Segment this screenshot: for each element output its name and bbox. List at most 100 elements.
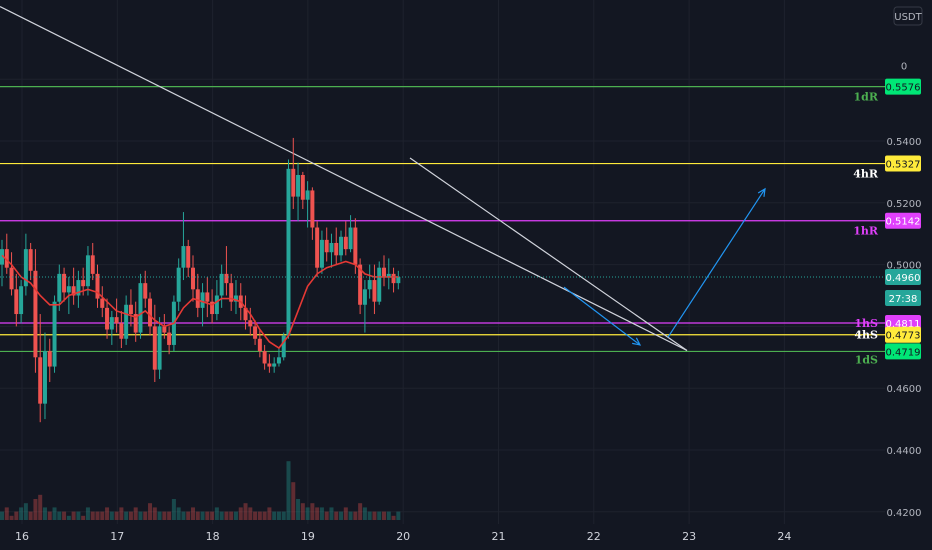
volume-bar — [42, 507, 47, 520]
candle-body — [343, 236, 348, 250]
candle-body — [9, 267, 14, 290]
volume-bar — [176, 507, 181, 520]
candle-body — [286, 168, 291, 336]
volume-bar — [248, 507, 253, 520]
x-tick-label: 22 — [587, 530, 601, 543]
volume-bar — [319, 507, 324, 520]
candle-body — [81, 280, 86, 287]
volume-bar — [219, 511, 224, 520]
candle-body — [367, 280, 372, 290]
volume-bar — [238, 507, 243, 520]
candle-body — [23, 249, 28, 287]
volume-bar — [9, 515, 14, 520]
candle-body — [119, 323, 124, 339]
volume-bar — [105, 507, 110, 520]
volume-bar — [334, 511, 339, 520]
price-badge-1hS-text: 0.4811 — [886, 319, 921, 330]
volume-bar — [114, 511, 119, 520]
volume-bar — [377, 511, 382, 520]
volume-bar — [329, 507, 334, 520]
volume-bar — [200, 511, 205, 520]
candle-body — [233, 295, 238, 302]
candle-body — [100, 298, 105, 308]
currency-label[interactable]: USDT — [893, 6, 923, 26]
volume-bar — [367, 511, 372, 520]
countdown-badge — [885, 289, 921, 306]
volume-bars — [0, 461, 401, 520]
volume-bar — [47, 511, 52, 520]
volume-bar — [52, 507, 57, 520]
level-lines[interactable] — [0, 86, 885, 353]
projection-arrows[interactable] — [563, 187, 766, 346]
volume-bar — [167, 511, 172, 520]
candle-body — [33, 270, 38, 358]
arrow-up[interactable] — [667, 188, 766, 338]
price-badge-4hR-text: 0.5327 — [886, 160, 921, 171]
volume-bar — [291, 482, 296, 520]
volume-bar — [124, 511, 129, 520]
last-price-badge-text: 0.4960 — [886, 273, 921, 284]
zone-label-1dS: 1dS — [855, 353, 878, 366]
price-axis[interactable]: 0 0.4200 0.4400 0.4600 0.5000 0.5200 0.5400 — [887, 61, 922, 519]
volume-bar — [296, 499, 301, 520]
candle-body — [281, 335, 286, 358]
zone-label-1dR: 1dR — [854, 91, 879, 104]
price-badge-4hS — [885, 326, 921, 343]
candle-body — [391, 273, 396, 284]
time-axis[interactable]: 16 17 18 19 20 21 22 23 24 — [15, 530, 791, 543]
price-badge-1dS — [885, 343, 921, 360]
volume-bar — [315, 507, 320, 520]
zone-label-4hS: 4hS — [854, 329, 878, 342]
price-badge-1dR-text: 0.5576 — [886, 83, 921, 94]
volume-bar — [372, 511, 377, 520]
ema-line — [1, 254, 399, 350]
volume-bar — [119, 507, 124, 520]
candle-body — [42, 351, 47, 404]
candle-body — [386, 273, 391, 277]
arrow-down[interactable] — [563, 286, 641, 346]
candle-body — [191, 267, 195, 290]
grid — [0, 0, 885, 524]
y-tick-label: 0.4400 — [887, 446, 922, 457]
candle-body — [315, 227, 320, 268]
volume-bar — [152, 507, 157, 520]
candle-body — [276, 357, 281, 364]
candle-body — [348, 227, 353, 250]
volume-bar — [391, 515, 396, 520]
candle-body — [334, 242, 339, 256]
candle-body — [152, 326, 157, 370]
volume-bar — [243, 503, 248, 520]
volume-bar — [138, 511, 143, 520]
candle-body — [90, 255, 95, 274]
candle-body — [329, 242, 334, 253]
candle-body — [210, 301, 215, 315]
candle-body — [300, 174, 305, 200]
volume-bar — [38, 494, 43, 520]
y-tick-label: 0.4200 — [887, 508, 922, 519]
candle-body — [114, 317, 119, 324]
countdown-badge-text: 27:38 — [889, 294, 918, 305]
volume-bar — [281, 511, 286, 520]
candle-body — [19, 286, 24, 315]
arrow-up-head — [757, 187, 766, 197]
price-badge-1hR-text: 0.5142 — [886, 217, 921, 228]
candle-body — [76, 280, 81, 296]
volume-bar — [343, 507, 348, 520]
volume-bar — [0, 511, 4, 520]
candle-body — [253, 326, 258, 339]
candle-body — [310, 190, 315, 228]
volume-bar — [353, 511, 358, 520]
volume-bar — [62, 511, 67, 520]
volume-bar — [33, 499, 38, 520]
volume-bar — [310, 503, 315, 520]
volume-bar — [148, 503, 153, 520]
trendline-short[interactable] — [409, 157, 688, 351]
candle-body — [38, 357, 43, 404]
y-tick-label: 0.5200 — [887, 199, 922, 210]
volume-bar — [339, 511, 344, 520]
volume-bar — [4, 507, 9, 520]
volume-bar — [267, 507, 272, 520]
